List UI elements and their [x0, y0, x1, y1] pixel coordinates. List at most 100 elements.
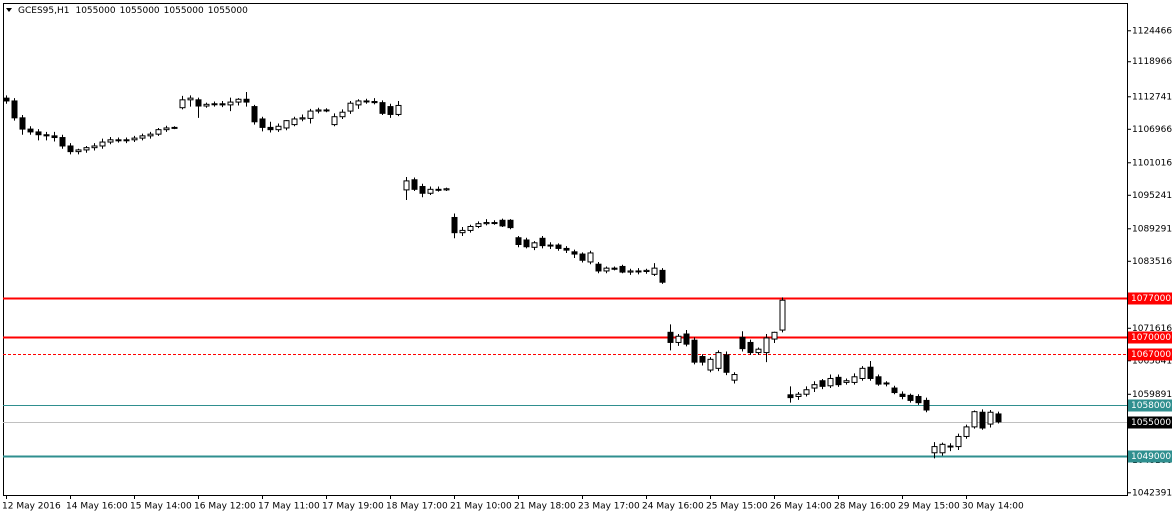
candle-body — [67, 145, 74, 153]
header-value: 1055000 — [208, 6, 248, 16]
candle-body — [691, 339, 698, 363]
candle-body — [507, 219, 514, 229]
candle-body — [123, 139, 130, 142]
x-tick-label: 18 May 17:00 — [386, 502, 448, 512]
y-tick-label: 1118966 — [1132, 57, 1172, 67]
candle-body — [347, 102, 354, 112]
candle-body — [155, 129, 162, 135]
x-tick-label: 12 May 2016 — [2, 502, 61, 512]
level-label: 1070000 — [1131, 333, 1171, 343]
candle-body — [971, 411, 978, 428]
candle-body — [331, 116, 338, 126]
candle-body — [755, 348, 762, 354]
candle-body — [627, 270, 634, 273]
candle-body — [459, 229, 466, 234]
candle-body — [531, 242, 538, 248]
candle-body — [187, 97, 194, 101]
candle-body — [547, 244, 554, 247]
candle-body — [355, 100, 362, 106]
candle-body — [339, 111, 346, 118]
level-label-bg — [1128, 450, 1172, 463]
candle-body — [283, 120, 290, 129]
candle-body — [883, 382, 890, 385]
candle-body — [59, 137, 66, 147]
candle-body — [699, 356, 706, 363]
candle-body — [19, 117, 26, 130]
level-label-bg — [1128, 399, 1172, 412]
level-label-bg — [1128, 348, 1172, 361]
menu-arrow[interactable] — [6, 8, 12, 12]
candle-body — [891, 387, 898, 394]
candle-body — [995, 413, 1002, 423]
x-tick-label: 23 May 17:00 — [578, 502, 640, 512]
candle-body — [115, 139, 122, 142]
candle-body — [515, 237, 522, 245]
candle-body — [75, 149, 82, 153]
candle-body — [539, 237, 546, 247]
candle-body — [499, 219, 506, 227]
candle-body — [571, 251, 578, 255]
candle-body — [91, 145, 98, 149]
chart-header: GCES95,H1 1055000 1055000 1055000 1055000 — [18, 6, 248, 16]
candle-body — [563, 247, 570, 251]
level-label-bg — [1128, 416, 1172, 429]
candle-body — [51, 135, 58, 139]
candle-body — [323, 109, 330, 112]
x-tick-label: 30 May 14:00 — [962, 502, 1024, 512]
candle-body — [451, 216, 458, 234]
y-tick-label: 1042391 — [1132, 488, 1172, 498]
candle-body — [371, 101, 378, 104]
candle-body — [731, 374, 738, 381]
candle-body — [131, 137, 138, 141]
candle-body — [107, 139, 114, 143]
candle-body — [395, 104, 402, 115]
candle-body — [259, 118, 266, 128]
x-tick-label: 17 May 11:00 — [258, 502, 320, 512]
candle-body — [867, 366, 874, 379]
candle-body — [843, 380, 850, 383]
candle-body — [611, 267, 618, 270]
candle-body — [851, 376, 858, 383]
candle-body — [491, 222, 498, 225]
candle-body — [427, 188, 434, 194]
candle-body — [987, 411, 994, 425]
candle-body — [963, 426, 970, 437]
candle-body — [795, 393, 802, 397]
candle-body — [779, 299, 786, 331]
symbol: GCES95,H1 — [18, 6, 69, 16]
candle-body — [483, 222, 490, 225]
header-value: 1055000 — [75, 6, 115, 16]
level-label: 1067000 — [1131, 350, 1171, 360]
candle-body — [763, 337, 770, 354]
candle-body — [603, 267, 610, 272]
x-tick-label: 24 May 16:00 — [642, 502, 704, 512]
candle-body — [659, 269, 666, 283]
candle-body — [267, 126, 274, 131]
candle-body — [379, 102, 386, 114]
candle-body — [675, 335, 682, 343]
x-tick-label: 29 May 15:00 — [898, 502, 960, 512]
plot-frame — [3, 3, 1128, 496]
candle-body — [3, 97, 10, 102]
candle-body — [275, 125, 282, 131]
candle-body — [475, 223, 482, 227]
y-tick-label: 1095241 — [1132, 191, 1172, 201]
candle-body — [555, 244, 562, 249]
candle-body — [819, 380, 826, 387]
y-tick-label: 1124466 — [1132, 26, 1172, 36]
candle-body — [243, 98, 250, 103]
candle-body — [411, 179, 418, 190]
y-tick-label: 1071616 — [1132, 324, 1172, 334]
candle-body — [419, 186, 426, 194]
level-label-bg — [1128, 292, 1172, 305]
candle-body — [595, 263, 602, 272]
x-tick-label: 16 May 12:00 — [194, 502, 256, 512]
candle-body — [11, 100, 18, 119]
candle-body — [179, 99, 186, 109]
x-tick-label: 25 May 15:00 — [706, 502, 768, 512]
candle-body — [227, 101, 234, 106]
y-tick-label: 1059891 — [1132, 390, 1172, 400]
y-tick-label: 1101016 — [1132, 158, 1172, 168]
candle-body — [939, 443, 946, 454]
